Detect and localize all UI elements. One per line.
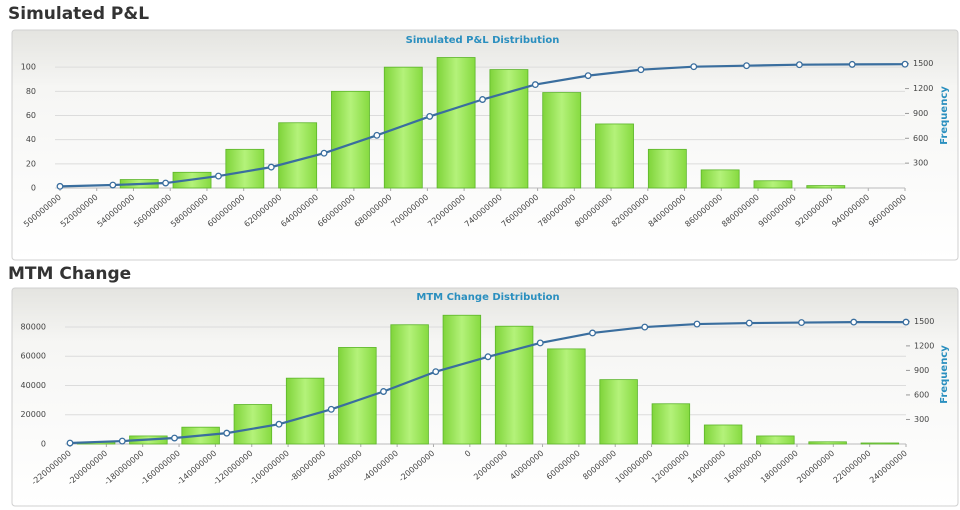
y-tick-label: 100 [21, 63, 36, 72]
bar [595, 123, 634, 189]
y2-tick-label: 1500 [913, 59, 933, 68]
y2-tick-label: 900 [914, 366, 929, 375]
y-tick-label: 40000 [21, 381, 46, 390]
line-point [109, 181, 117, 189]
bar [285, 377, 325, 445]
bar [756, 435, 795, 445]
bar [700, 169, 740, 189]
line-point [327, 405, 335, 413]
bar [860, 442, 900, 445]
y-tick-label: 60 [26, 111, 36, 120]
line-point [693, 320, 701, 328]
line-point [902, 318, 910, 326]
chart-title: Simulated P&L Distribution [406, 35, 560, 46]
bar [278, 122, 318, 189]
bar [436, 57, 476, 189]
y2-tick-label: 900 [913, 109, 928, 118]
bar [442, 314, 482, 445]
line-point [373, 131, 381, 139]
bar [542, 92, 582, 189]
line-point [320, 149, 328, 157]
line-point [850, 318, 858, 326]
bar [753, 180, 793, 189]
line-point [584, 72, 592, 80]
line-point [432, 368, 440, 376]
y2-axis-label: Frequency [939, 345, 950, 404]
line-point [479, 96, 486, 103]
bar [390, 324, 429, 445]
y2-tick-label: 1200 [914, 341, 934, 350]
bar [494, 325, 534, 445]
line-point [798, 319, 805, 327]
y2-tick-label: 1500 [914, 317, 934, 326]
line-point [690, 63, 698, 71]
line-point [484, 353, 492, 361]
bar [808, 441, 847, 445]
x-tick-label: 0 [463, 449, 473, 459]
y-tick-label: 20 [26, 159, 36, 168]
bar [647, 148, 687, 189]
section-heading: MTM Change [8, 264, 131, 284]
bar [703, 424, 743, 445]
line-point [171, 434, 178, 442]
bar [651, 403, 691, 445]
line-point [641, 323, 649, 331]
y-tick-label: 40 [26, 135, 36, 144]
y2-axis-label: Frequency [939, 86, 950, 145]
bar [547, 348, 586, 445]
line-point [745, 319, 753, 327]
line-point [162, 179, 170, 187]
bar [383, 66, 423, 189]
line-point [426, 112, 434, 120]
line-point [267, 163, 275, 171]
line-point [275, 420, 283, 428]
line-point [589, 329, 596, 337]
line-point [795, 61, 803, 69]
bar [599, 379, 638, 445]
y-tick-label: 0 [31, 184, 36, 193]
bar [806, 185, 846, 189]
y2-tick-label: 300 [914, 415, 929, 424]
line-point [380, 388, 387, 395]
y-tick-label: 80000 [21, 322, 46, 331]
chart-panel [11, 287, 959, 507]
line-point [848, 60, 856, 68]
y-tick-label: 0 [41, 440, 46, 449]
line-point [56, 182, 64, 190]
line-point [743, 62, 751, 70]
y2-tick-label: 300 [913, 159, 928, 168]
bar [233, 404, 273, 445]
line-point [637, 66, 645, 74]
chart-panel [11, 29, 959, 261]
line-point [223, 429, 231, 437]
y2-tick-label: 1200 [913, 84, 933, 93]
y-tick-label: 20000 [21, 410, 46, 419]
section-heading: Simulated P&L [8, 4, 149, 24]
y2-tick-label: 600 [913, 134, 928, 143]
line-point [214, 172, 222, 180]
chart-title: MTM Change Distribution [416, 292, 559, 303]
y-tick-label: 80 [26, 87, 36, 96]
line-point [531, 81, 539, 89]
line-point [118, 437, 126, 445]
line-point [66, 439, 74, 447]
y-tick-label: 60000 [21, 352, 46, 361]
y2-tick-label: 600 [914, 390, 929, 399]
line-point [536, 339, 544, 347]
line-point [901, 60, 909, 68]
